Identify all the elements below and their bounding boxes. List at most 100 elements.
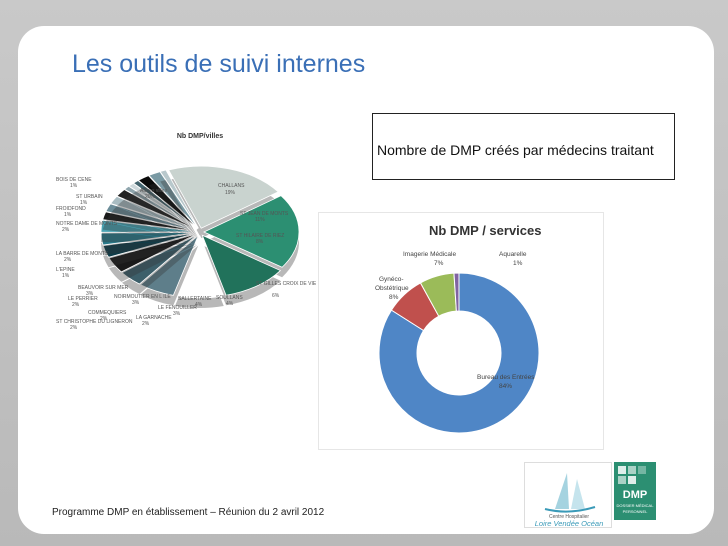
city-slice-depth [128, 193, 198, 240]
label-commequiers-pct: 2% [100, 316, 108, 322]
label-boisdecene: BOIS DE CENE [56, 177, 92, 183]
dmp-logo: DMP DOSSIER MÉDICAL PERSONNEL [614, 462, 656, 520]
label-froidfond: FROIDFOND [56, 206, 86, 212]
label-barre-pct: 2% [64, 257, 72, 263]
services-donut-slices [378, 272, 540, 434]
city-slice [108, 233, 197, 273]
label-bureau: Bureau des Entrées [477, 374, 535, 381]
cities-pie-chart: Nb DMP/villes Autres villes 20% CHALLANS… [50, 124, 350, 344]
sail-icon: Centre Hospitalier Loire Vendée Océan [535, 473, 604, 528]
footer-text: Programme DMP en établissement – Réunion… [52, 507, 325, 518]
city-slice [139, 235, 199, 296]
label-sallertaine: SALLERTAINE [178, 296, 212, 302]
city-slice [121, 234, 198, 285]
label-soullans: SOULLANS [216, 295, 243, 301]
label-garnache-pct: 2% [142, 321, 150, 327]
label-froidfond-pct: 1% [64, 212, 72, 218]
label-stjean: ST JEAN DE MONTS [240, 211, 289, 217]
service-slice [453, 272, 460, 312]
label-challans: CHALLANS [218, 183, 245, 189]
city-slice [100, 232, 197, 246]
label-sthilaire-pct: 8% [256, 239, 264, 245]
city-slice-depth [103, 243, 197, 268]
label-stjean-pct: 11% [255, 217, 265, 223]
label-fenouiller-pct: 3% [173, 311, 181, 317]
services-donut-chart: Nb DMP / services Imagerie Médicale 7% A… [318, 212, 604, 450]
city-slice-depth [148, 181, 199, 239]
city-slice [100, 219, 197, 233]
city-slice-depth [105, 213, 197, 241]
city-slice [167, 165, 279, 229]
hospital-logo: Centre Hospitalier Loire Vendée Océan [524, 462, 612, 528]
city-slice-depth [108, 244, 197, 282]
label-perrier-pct: 2% [72, 302, 80, 308]
city-slice [102, 211, 197, 232]
label-challans-pct: 19% [225, 190, 236, 196]
services-donut-svg: Nb DMP / services Imagerie Médicale 7% A… [375, 223, 541, 434]
caption-box: Nombre de DMP créés par médecins traitan… [372, 113, 675, 180]
label-stgilles: ST GILLES CROIX DE VIE [256, 281, 317, 287]
dmp-logo-sub1: DOSSIER MÉDICAL [617, 503, 655, 508]
label-noirmoutier-pct: 3% [132, 300, 140, 306]
hospital-logo-line2: Loire Vendée Océan [535, 519, 604, 528]
dmp-logo-sub2: PERSONNEL [623, 509, 648, 514]
city-slice-depth [124, 196, 198, 240]
label-stchristophe: ST CHRISTOPHE DU LIGNERON [56, 319, 133, 325]
label-bureau-pct: 84% [499, 383, 512, 390]
label-gyneco-1: Gynéco- [379, 276, 404, 283]
label-autres: Autres villes [140, 188, 167, 194]
label-beauvoir: BEAUVOIR SUR MER [78, 285, 129, 291]
city-slice-depth [138, 185, 198, 239]
city-slice-depth [101, 230, 197, 243]
city-slice [201, 234, 282, 296]
label-aquarelle-pct: 1% [513, 260, 523, 267]
label-perrier: LE PERRIER [68, 296, 98, 302]
label-imagerie-pct: 7% [434, 260, 444, 267]
label-barre: LA BARRE DE MONTS [56, 251, 109, 257]
city-slice-depth [101, 242, 197, 256]
label-boisdecene-pct: 1% [70, 183, 78, 189]
city-slice-depth [102, 221, 197, 242]
city-slice [102, 232, 197, 258]
dmp-logo-icon: DMP DOSSIER MÉDICAL PERSONNEL [617, 466, 655, 514]
city-slice-depth [160, 180, 199, 239]
label-sturbain-pct: 1% [80, 200, 88, 206]
hospital-logo-line1: Centre Hospitalier [549, 514, 589, 520]
city-slice-depth [133, 190, 198, 239]
label-sallertaine-pct: 4% [195, 302, 203, 308]
label-beauvoir-pct: 3% [86, 291, 94, 297]
city-slice [110, 195, 197, 231]
label-soullans-pct: 4% [226, 301, 234, 307]
label-stgilles-pct: 6% [272, 293, 280, 299]
label-gyneco-2: Obstétrique [375, 285, 409, 292]
label-sturbain: ST URBAIN [76, 194, 103, 200]
city-slice [137, 175, 199, 230]
city-slice-depth [116, 199, 197, 240]
cities-pie-labels: Autres villes 20% CHALLANS 19% ST JEAN D… [56, 177, 317, 331]
cities-pie-slices [100, 165, 300, 308]
label-sthilaire: ST HILAIRE DE RIEZ [236, 233, 284, 239]
label-autres-pct: 20% [145, 194, 156, 200]
label-epine: L'EPINE [56, 267, 75, 273]
service-slice [378, 272, 540, 434]
city-slice [159, 169, 199, 229]
label-commequiers: COMMEQUIERS [88, 310, 127, 316]
label-imagerie: Imagerie Médicale [403, 251, 456, 258]
city-slice [105, 203, 197, 231]
label-notredame: NOTRE DAME DE MONTS [56, 221, 118, 227]
label-aquarelle: Aquarelle [499, 251, 527, 258]
label-garnache: LA GARNACHE [136, 315, 172, 321]
cities-pie-svg: Nb DMP/villes Autres villes 20% CHALLANS… [56, 133, 317, 331]
label-noirmoutier: NOIRMOUTIER EN L ILE [114, 294, 171, 300]
cities-pie-title: Nb DMP/villes [177, 133, 223, 140]
city-slice [203, 195, 300, 268]
city-slice [174, 234, 225, 299]
label-epine-pct: 1% [62, 273, 70, 279]
label-gyneco-pct: 8% [389, 294, 399, 301]
city-slice-depth [110, 206, 197, 241]
label-notredame-pct: 2% [62, 227, 70, 233]
services-donut-title: Nb DMP / services [429, 223, 541, 238]
dmp-logo-name: DMP [623, 489, 647, 501]
label-stchristophe-pct: 2% [70, 325, 78, 331]
label-fenouiller: LE FENOUILLER [158, 305, 197, 311]
